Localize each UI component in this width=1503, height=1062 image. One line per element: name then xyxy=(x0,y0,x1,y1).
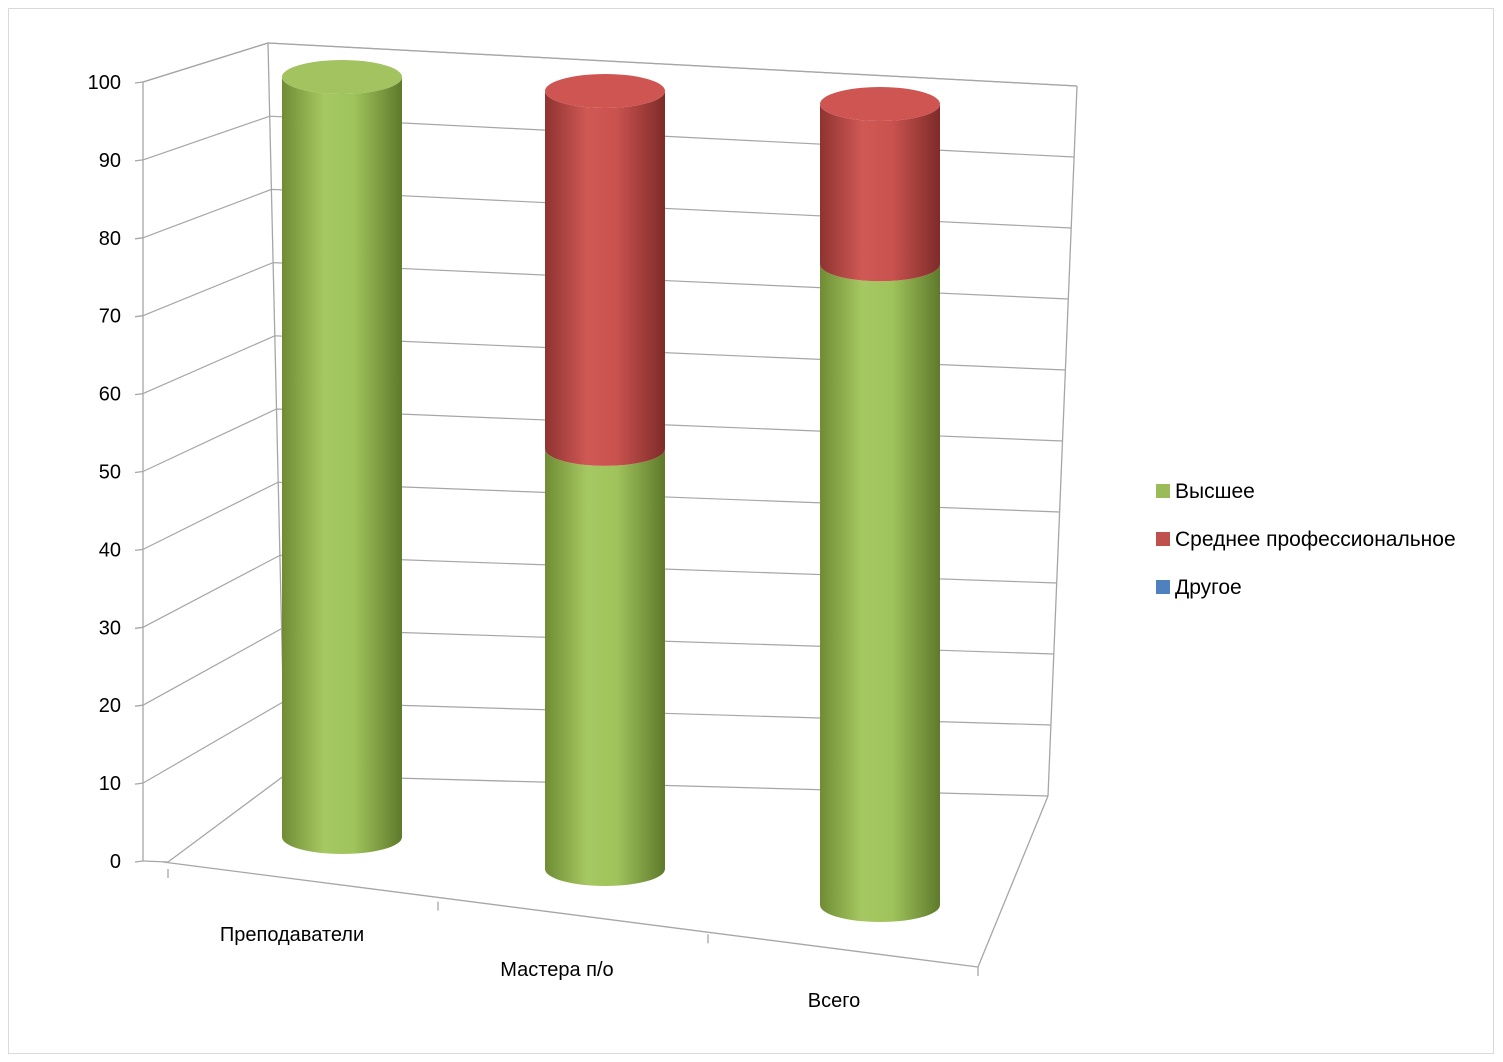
cylinders xyxy=(282,60,940,922)
legend-label: Другое xyxy=(1175,576,1242,599)
y-tick-mark xyxy=(134,704,144,707)
gridline xyxy=(142,408,1063,473)
y-tick-mark xyxy=(134,392,144,396)
x-axis-stub xyxy=(142,860,169,863)
cylinder-top xyxy=(282,60,402,94)
legend-label: Высшее xyxy=(1175,480,1255,503)
legend: Высшее Среднее профессиональное Другое xyxy=(1156,480,1456,599)
gridline xyxy=(142,115,1075,161)
legend-swatch xyxy=(1156,532,1170,546)
y-axis-ticks: 0 10 20 30 40 50 60 70 80 90 100 xyxy=(88,72,144,873)
y-tick-mark xyxy=(134,548,144,552)
y-tick-label: 100 xyxy=(88,72,121,94)
legend-label: Среднее профессиональное xyxy=(1175,528,1456,551)
floor-left-edge xyxy=(167,774,286,863)
y-tick-label: 90 xyxy=(99,150,121,172)
y-tick-mark xyxy=(134,626,144,629)
cylinder-segment xyxy=(820,264,940,922)
gridline xyxy=(142,42,1078,87)
x-axis-ticks: Преподаватели Мастера п/о Всего xyxy=(167,869,979,1012)
y-tick-label: 30 xyxy=(99,617,121,639)
cylinder-segment xyxy=(820,104,940,282)
y-tick-label: 10 xyxy=(99,773,121,795)
y-tick-mark xyxy=(134,782,144,785)
cylinder-segment xyxy=(545,448,665,886)
x-category-label: Мастера п/о xyxy=(500,959,613,981)
gridline xyxy=(142,481,1060,550)
gridline xyxy=(142,627,1054,706)
cylinder-top xyxy=(545,74,665,108)
cylinder-segment xyxy=(282,77,402,854)
gridline xyxy=(142,335,1066,395)
y-tick-label: 80 xyxy=(99,228,121,250)
y-tick-mark xyxy=(134,81,144,84)
y-tick-mark xyxy=(134,315,144,318)
x-category-label: Преподаватели xyxy=(220,924,364,946)
cylinder-segment xyxy=(545,91,665,466)
gridlines xyxy=(142,42,1078,784)
chart-area xyxy=(8,8,1494,1054)
y-tick-label: 20 xyxy=(99,695,121,717)
legend-swatch xyxy=(1156,580,1170,594)
y-tick-label: 40 xyxy=(99,539,121,561)
y-tick-mark xyxy=(134,860,144,863)
cylinder-top xyxy=(820,87,940,121)
y-tick-mark xyxy=(134,470,144,474)
gridline xyxy=(142,554,1057,628)
y-tick-label: 60 xyxy=(99,384,121,406)
gridline xyxy=(142,188,1072,239)
y-tick-label: 70 xyxy=(99,306,121,328)
floor-right-edge xyxy=(977,795,1049,968)
gridline xyxy=(142,261,1069,317)
x-category-label: Всего xyxy=(808,990,860,1012)
y-tick-label: 0 xyxy=(110,851,121,873)
y-tick-mark xyxy=(134,159,144,162)
legend-swatch xyxy=(1156,484,1170,498)
y-tick-label: 50 xyxy=(99,462,121,484)
y-tick-mark xyxy=(134,237,144,240)
x-axis-line xyxy=(162,861,979,968)
